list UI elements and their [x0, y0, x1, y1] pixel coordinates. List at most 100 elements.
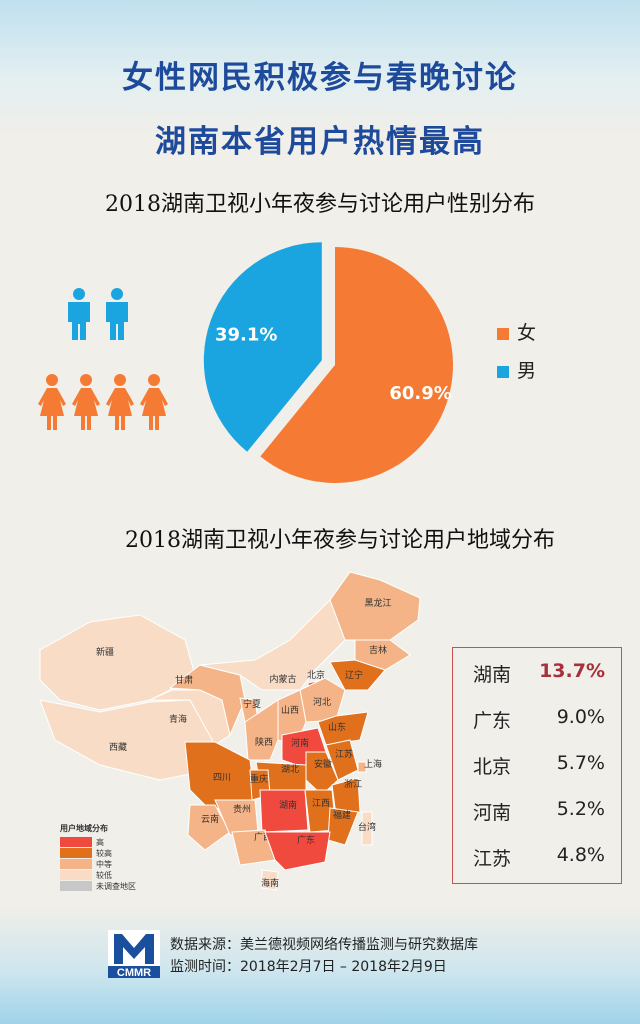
- map-region: [329, 571, 421, 641]
- top-sky-background: [0, 0, 640, 140]
- map-region-label: 安徽: [314, 758, 332, 770]
- region-value: 5.2%: [556, 798, 605, 820]
- legend-male: 男: [497, 356, 536, 383]
- map-region: [357, 761, 367, 773]
- logo-text: CMMR: [117, 967, 151, 978]
- region-ranking-table: 湖南 13.7% 广东 9.0% 北京 5.7% 河南 5.2% 江苏 4.8%: [452, 647, 622, 884]
- female-figure-icon: [106, 374, 134, 430]
- map-region-label: 吉林: [369, 644, 387, 656]
- map-region: [261, 869, 279, 891]
- map-region: [244, 699, 279, 761]
- table-row: 广东 9.0%: [453, 694, 623, 740]
- map-region-label: 云南: [201, 813, 219, 825]
- pie-slice-male: [203, 242, 322, 452]
- map-legend-swatch: [60, 881, 92, 891]
- map-legend-swatch: [60, 859, 92, 869]
- map-region: [329, 659, 386, 691]
- gender-pie-chart: 60.9% 39.1%: [203, 242, 453, 483]
- map-region-label: 河南: [291, 737, 309, 749]
- map-region-label: 江苏: [335, 748, 353, 760]
- map-legend-label: 中等: [96, 859, 112, 869]
- map-region-label: 辽宁: [345, 669, 363, 681]
- map-region-label: 江西: [312, 798, 330, 809]
- map-region-label: 黑龙江: [364, 597, 391, 609]
- legend-female-swatch: [497, 327, 509, 340]
- map-region-label: 青海: [169, 713, 187, 725]
- bottom-sky-background: [0, 904, 640, 1024]
- map-region-label: 新疆: [96, 646, 114, 658]
- legend-female: 女: [497, 318, 536, 345]
- female-figure-icon: [72, 374, 100, 430]
- map-region: [187, 804, 231, 851]
- map-region: [354, 639, 411, 671]
- map-region-label: 台湾: [358, 821, 376, 833]
- legend-male-swatch: [497, 365, 509, 378]
- map-region-label: 河北: [313, 696, 331, 708]
- map-region-label: 重庆: [250, 773, 268, 785]
- map-region-label: 海南: [261, 877, 279, 889]
- map-legend-swatch: [60, 848, 92, 858]
- map-legend-title: 用户地域分布: [59, 823, 108, 833]
- region-chart-title: 2018湖南卫视小年夜参与讨论用户地域分布: [125, 528, 555, 553]
- legend-male-label: 男: [517, 360, 537, 382]
- map-region-label: 北京: [307, 669, 325, 681]
- map-region-label: 浙江: [344, 778, 362, 790]
- cmmr-logo-icon: CMMR: [108, 930, 160, 978]
- map-region: [331, 777, 361, 816]
- table-row: 江苏 4.8%: [453, 832, 623, 878]
- region-name: 河南: [473, 802, 512, 824]
- map-region-label: 西藏: [109, 741, 127, 753]
- male-figure-icon: [68, 288, 90, 340]
- page-title-line1: 女性网民积极参与春晚讨论: [122, 60, 518, 96]
- map-region-label: 上海: [364, 758, 382, 770]
- pie-slice-female: [260, 247, 453, 483]
- map-region: [317, 711, 369, 746]
- map-region-label: 山东: [328, 721, 346, 733]
- map-region: [264, 831, 331, 871]
- region-value: 5.7%: [556, 752, 605, 774]
- pie-value-label: 60.9%: [389, 383, 451, 404]
- region-name: 江苏: [473, 848, 512, 870]
- map-region-label: 宁夏: [243, 698, 261, 710]
- table-row: 湖南 13.7%: [453, 648, 623, 694]
- map-legend-swatch: [60, 870, 92, 880]
- map-region-label: 四川: [213, 773, 231, 783]
- map-region: [199, 599, 346, 691]
- map-legend-label: 较高: [96, 848, 112, 858]
- monitor-period: 监测时间：2018年2月7日 – 2018年2月9日: [170, 959, 447, 975]
- map-region-label: 广东: [297, 834, 315, 846]
- map-region-label: 甘肃: [175, 674, 193, 686]
- map-region-label: 山西: [281, 705, 299, 716]
- map-region-label: 贵州: [233, 803, 251, 815]
- region-value: 13.7%: [539, 660, 605, 682]
- region-value: 4.8%: [556, 844, 605, 866]
- map-legend-label: 高: [96, 837, 104, 847]
- map-legend-swatch: [60, 837, 92, 847]
- page-title-line2: 湖南本省用户热情最高: [155, 124, 485, 160]
- map-region-label: 陕西: [255, 736, 273, 748]
- map-region-label: 湖南: [279, 799, 297, 811]
- data-source: 数据来源：美兰德视频网络传播监测与研究数据库: [170, 937, 478, 953]
- map-region-label: 湖北: [281, 764, 299, 775]
- map-region: [361, 811, 373, 846]
- map-region: [259, 789, 309, 833]
- map-region: [327, 807, 359, 846]
- pie-value-label: 39.1%: [215, 324, 277, 345]
- legend-female-label: 女: [517, 322, 537, 344]
- male-figure-icon: [106, 288, 128, 340]
- gender-chart-title: 2018湖南卫视小年夜参与讨论用户性别分布: [105, 192, 535, 217]
- map-legend-label: 未调查地区: [96, 881, 136, 891]
- table-row: 北京 5.7%: [453, 740, 623, 786]
- china-region-map: 新疆西藏青海甘肃内蒙古黑龙江吉林辽宁宁夏北京天津河北山西陕西山东河南江苏安徽上海…: [39, 571, 421, 891]
- region-name: 湖南: [473, 664, 512, 686]
- region-name: 广东: [473, 710, 512, 732]
- people-icons: [38, 288, 168, 430]
- map-legend-label: 较低: [96, 870, 112, 880]
- map-region: [39, 614, 196, 711]
- table-row: 河南 5.2%: [453, 786, 623, 832]
- map-region-label: 福建: [333, 809, 351, 821]
- region-value: 9.0%: [556, 706, 605, 728]
- female-figure-icon: [140, 374, 168, 430]
- female-figure-icon: [38, 374, 66, 430]
- map-region-label: 内蒙古: [269, 673, 296, 685]
